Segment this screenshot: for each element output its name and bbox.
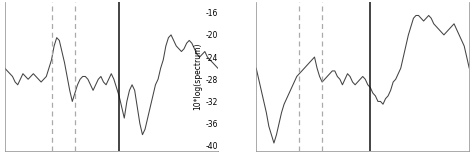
Y-axis label: 10*log(spectrum): 10*log(spectrum) [193,43,202,110]
